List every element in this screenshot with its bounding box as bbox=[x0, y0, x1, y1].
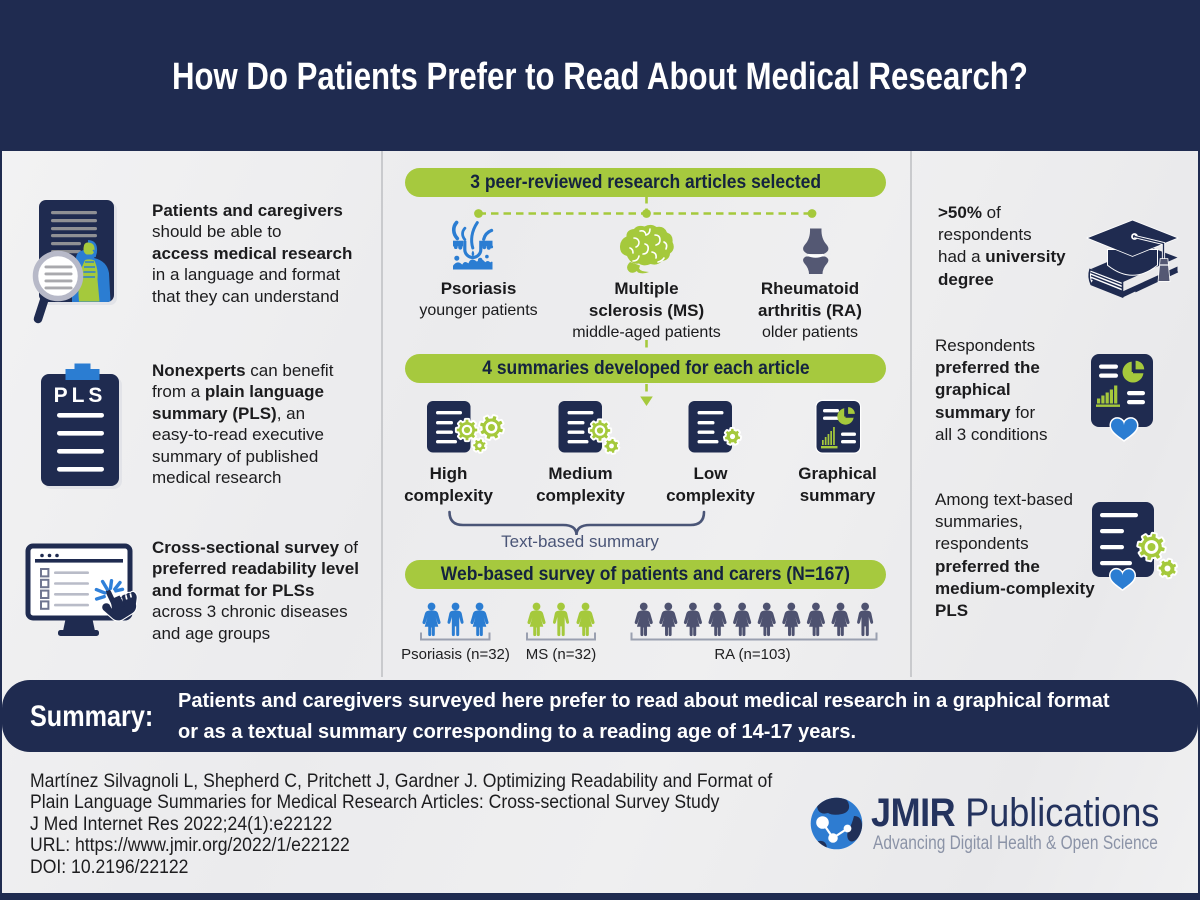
svg-text:PLS: PLS bbox=[54, 384, 107, 407]
